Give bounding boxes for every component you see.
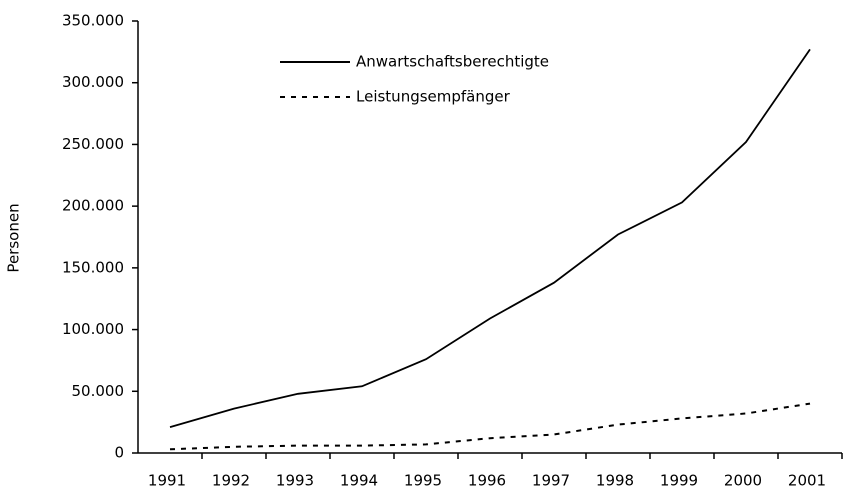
y-tick-label: 200.000 [62, 197, 124, 215]
x-tick-label: 1998 [596, 472, 634, 490]
x-tick-label: 2000 [724, 472, 762, 490]
y-tick-label: 150.000 [62, 258, 124, 276]
x-tick-label: 1994 [340, 472, 378, 490]
x-tick-label: 1997 [532, 472, 570, 490]
x-tick-label: 1991 [148, 472, 186, 490]
y-tick-label: 50.000 [72, 382, 125, 400]
y-axis-label: Personen [5, 203, 23, 272]
data-line [169, 48, 811, 428]
legend-label: Anwartschaftsberechtigte [356, 53, 549, 71]
x-tick-label: 1996 [468, 472, 506, 490]
y-tick-label: 0 [114, 444, 124, 462]
y-tick-label: 250.000 [62, 135, 124, 153]
y-tick-label: 300.000 [62, 73, 124, 91]
data-line [169, 402, 811, 451]
y-tick-label: 350.000 [62, 12, 124, 30]
x-tick-label: 1993 [276, 472, 314, 490]
x-tick-label: 2001 [788, 472, 826, 490]
x-tick-label: 1999 [660, 472, 698, 490]
legend-label: Leistungsempfänger [356, 88, 511, 106]
y-tick-label: 100.000 [62, 320, 124, 338]
x-tick-label: 1995 [404, 472, 442, 490]
x-tick-label: 1992 [212, 472, 250, 490]
